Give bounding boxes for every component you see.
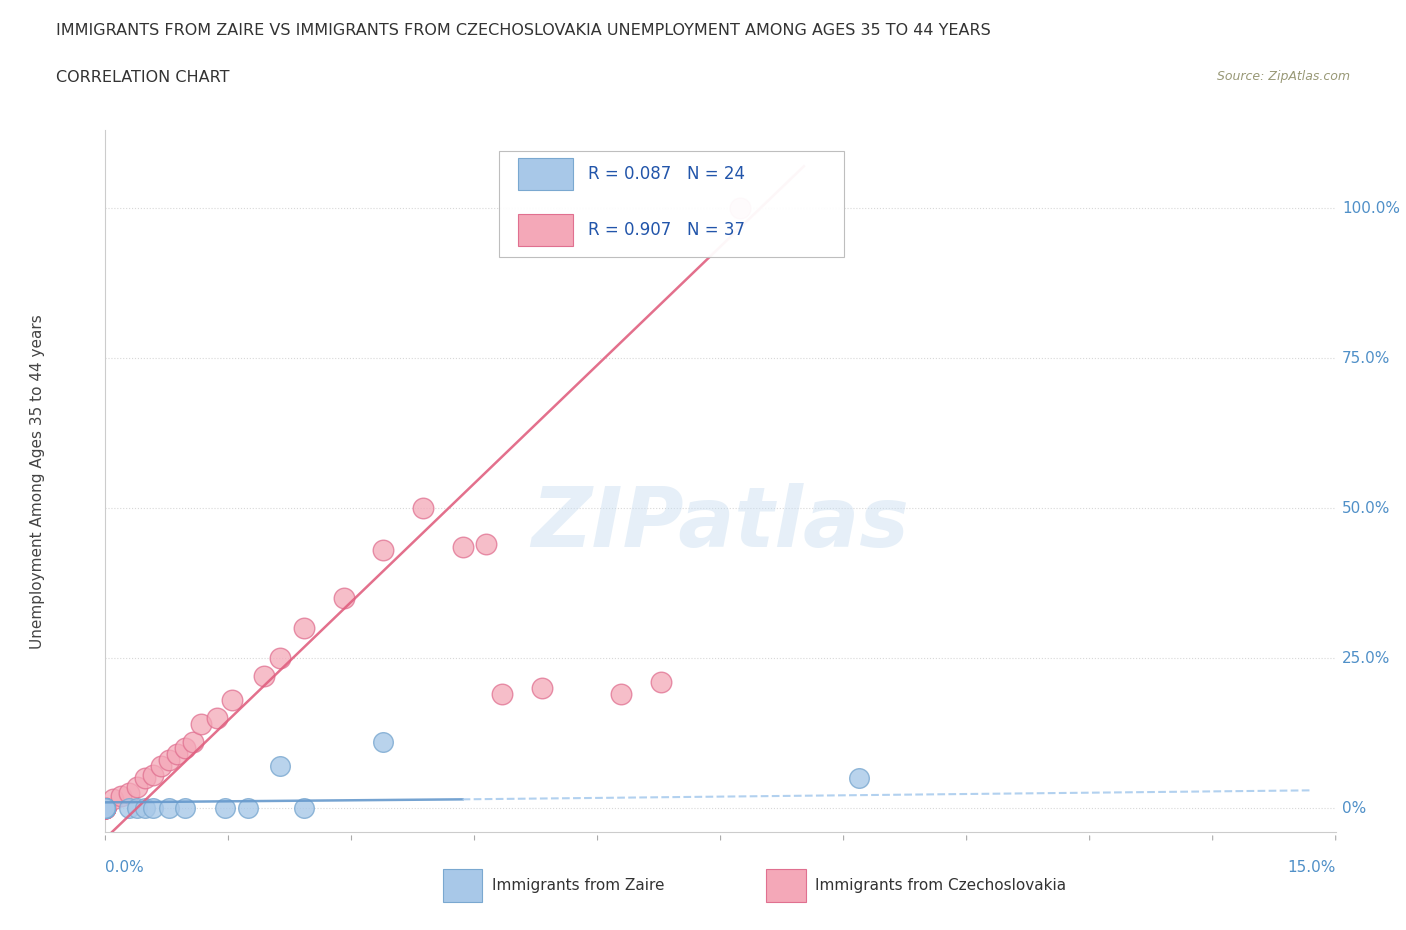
Point <box>94 801 117 816</box>
Text: 0.0%: 0.0% <box>105 860 145 875</box>
Text: ZIPatlas: ZIPatlas <box>531 483 910 564</box>
Point <box>94 801 117 816</box>
Point <box>103 792 125 807</box>
Text: 75.0%: 75.0% <box>1341 351 1391 365</box>
Point <box>238 801 260 816</box>
Point <box>157 801 180 816</box>
Text: CORRELATION CHART: CORRELATION CHART <box>56 70 229 85</box>
Point <box>94 801 117 816</box>
Point <box>94 801 117 816</box>
Point <box>173 801 195 816</box>
Point <box>134 771 156 786</box>
Text: 25.0%: 25.0% <box>1341 651 1391 666</box>
Point <box>253 669 276 684</box>
Point <box>205 711 228 725</box>
Text: Immigrants from Czechoslovakia: Immigrants from Czechoslovakia <box>815 878 1067 893</box>
Point <box>157 753 180 768</box>
Point <box>190 717 212 732</box>
Point <box>94 801 117 816</box>
Point <box>848 771 870 786</box>
Point <box>94 801 117 816</box>
FancyBboxPatch shape <box>517 215 574 246</box>
Text: IMMIGRANTS FROM ZAIRE VS IMMIGRANTS FROM CZECHOSLOVAKIA UNEMPLOYMENT AMONG AGES : IMMIGRANTS FROM ZAIRE VS IMMIGRANTS FROM… <box>56 23 991 38</box>
Point <box>373 735 395 750</box>
Point <box>94 801 117 816</box>
Point <box>94 801 117 816</box>
Point <box>94 801 117 816</box>
Point <box>221 693 243 708</box>
Point <box>610 687 633 702</box>
Point <box>530 681 553 696</box>
Text: R = 0.907   N = 37: R = 0.907 N = 37 <box>588 221 745 239</box>
Point <box>181 735 204 750</box>
Point <box>150 759 173 774</box>
Point <box>173 741 195 756</box>
Text: 50.0%: 50.0% <box>1341 500 1391 516</box>
Point <box>134 801 156 816</box>
Point <box>373 543 395 558</box>
Text: 15.0%: 15.0% <box>1288 860 1336 875</box>
Point <box>214 801 236 816</box>
Point <box>94 801 117 816</box>
Point <box>94 801 117 816</box>
Point <box>332 591 354 605</box>
Point <box>166 747 188 762</box>
Point <box>269 651 291 666</box>
Point <box>94 801 117 816</box>
Point <box>730 201 752 216</box>
Point <box>292 621 315 636</box>
FancyBboxPatch shape <box>517 158 574 190</box>
FancyBboxPatch shape <box>499 152 844 257</box>
Text: R = 0.087   N = 24: R = 0.087 N = 24 <box>588 165 745 182</box>
Point <box>142 768 165 783</box>
Point <box>269 759 291 774</box>
Point <box>292 801 315 816</box>
Point <box>94 801 117 816</box>
Point <box>142 801 165 816</box>
Text: Immigrants from Zaire: Immigrants from Zaire <box>492 878 665 893</box>
Point <box>118 786 141 801</box>
Point <box>475 537 498 551</box>
Text: Unemployment Among Ages 35 to 44 years: Unemployment Among Ages 35 to 44 years <box>31 314 45 648</box>
Point <box>94 801 117 816</box>
Point <box>94 801 117 816</box>
Point <box>94 801 117 816</box>
Point <box>491 687 513 702</box>
Text: Source: ZipAtlas.com: Source: ZipAtlas.com <box>1216 70 1350 83</box>
Point <box>650 675 672 690</box>
Text: 0%: 0% <box>1341 801 1367 816</box>
Point <box>451 539 474 554</box>
Text: 100.0%: 100.0% <box>1341 201 1400 216</box>
Point <box>412 501 434 516</box>
Point <box>127 801 149 816</box>
Point <box>94 801 117 816</box>
Point <box>94 801 117 816</box>
Point <box>110 789 132 804</box>
Point <box>118 801 141 816</box>
Point <box>94 801 117 816</box>
Point <box>94 801 117 816</box>
Point <box>94 801 117 816</box>
Point <box>127 780 149 795</box>
Point <box>94 801 117 816</box>
